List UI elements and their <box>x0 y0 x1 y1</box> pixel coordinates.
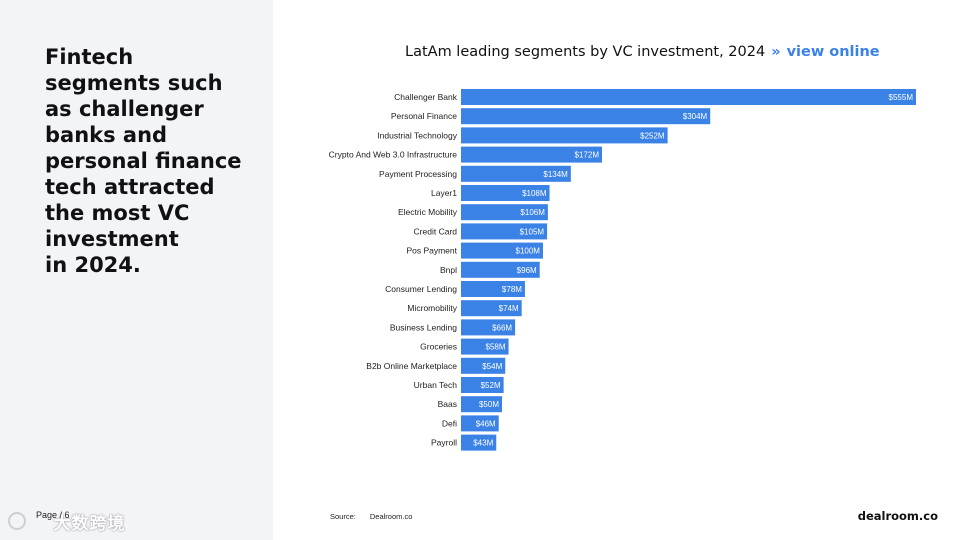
bar-value-label: $78M <box>502 285 522 294</box>
category-label: Electric Mobility <box>398 207 458 217</box>
bar-value-label: $46M <box>476 419 496 428</box>
category-label: B2b Online Marketplace <box>366 361 457 371</box>
bar-value-label: $52M <box>481 381 501 390</box>
category-label: Credit Card <box>414 226 458 236</box>
category-label: Personal Finance <box>391 111 457 121</box>
bar <box>461 185 550 201</box>
chevron-right-icon: » <box>771 44 781 60</box>
bar-value-label: $555M <box>889 93 914 102</box>
view-online-link[interactable]: view online <box>786 44 880 60</box>
category-label: Layer1 <box>431 188 457 198</box>
bar <box>461 204 548 221</box>
bar-value-label: $172M <box>575 151 600 160</box>
bar <box>461 415 499 432</box>
bar <box>461 434 497 451</box>
category-label: Bnpl <box>440 265 457 275</box>
headline: Fintech segments such as challenger bank… <box>45 45 242 277</box>
category-label: Payroll <box>431 438 457 448</box>
bar <box>461 300 522 317</box>
sidebar-panel: Fintech segments such as challenger bank… <box>0 0 273 540</box>
category-label: Challenger Bank <box>394 92 458 102</box>
bar-value-label: $134M <box>543 170 568 179</box>
category-label: Crypto And Web 3.0 Infrastructure <box>329 150 458 160</box>
category-label: Industrial Technology <box>377 130 457 140</box>
page-number: Page / 6 <box>36 510 70 520</box>
source-value: Dealroom.co <box>369 512 413 521</box>
category-label: Baas <box>438 399 457 409</box>
chart-title: LatAm leading segments by VC investment,… <box>405 44 766 60</box>
bar-value-label: $54M <box>482 362 502 371</box>
bar <box>461 89 916 105</box>
category-label: Payment Processing <box>379 169 457 179</box>
bar <box>461 165 571 182</box>
bar-value-label: $304M <box>683 112 708 121</box>
bar <box>461 281 525 297</box>
watermark-text: 大数跨境 <box>53 513 126 534</box>
source-label: Source: <box>330 512 356 521</box>
brand-logo: dealroom.co <box>857 509 938 523</box>
category-label: Consumer Lending <box>385 284 457 294</box>
category-label: Groceries <box>420 342 457 352</box>
bar <box>461 377 504 393</box>
bar <box>461 357 506 374</box>
bar-value-label: $74M <box>499 304 519 313</box>
bar <box>461 338 509 355</box>
bar <box>461 146 603 163</box>
category-label: Pos Payment <box>406 246 457 256</box>
category-label: Micromobility <box>407 303 457 313</box>
bar <box>461 319 516 336</box>
bar <box>461 108 711 125</box>
bar-value-label: $106M <box>520 208 545 217</box>
bar-value-label: $108M <box>522 189 547 198</box>
bar <box>461 223 548 240</box>
bar-value-label: $96M <box>517 266 537 275</box>
bar-value-label: $50M <box>479 400 499 409</box>
chart-title-row: LatAm leading segments by VC investment,… <box>405 44 880 60</box>
bar <box>461 127 668 144</box>
bar-value-label: $66M <box>492 323 512 332</box>
bar <box>461 242 543 259</box>
bar <box>461 261 540 278</box>
bar <box>461 396 502 413</box>
bar-value-label: $43M <box>473 439 493 448</box>
bar-value-label: $105M <box>520 227 545 236</box>
category-label: Urban Tech <box>414 380 458 390</box>
source-note: Source: Dealroom.co <box>330 512 412 521</box>
bar-value-label: $58M <box>486 343 506 352</box>
category-label: Business Lending <box>390 322 457 332</box>
watermark-logo-icon <box>8 512 26 530</box>
category-label: Defi <box>442 418 457 428</box>
bar-value-label: $252M <box>640 131 665 140</box>
page-footer: Page / 6 大数跨境 <box>8 506 126 536</box>
bar-value-label: $100M <box>516 247 541 256</box>
